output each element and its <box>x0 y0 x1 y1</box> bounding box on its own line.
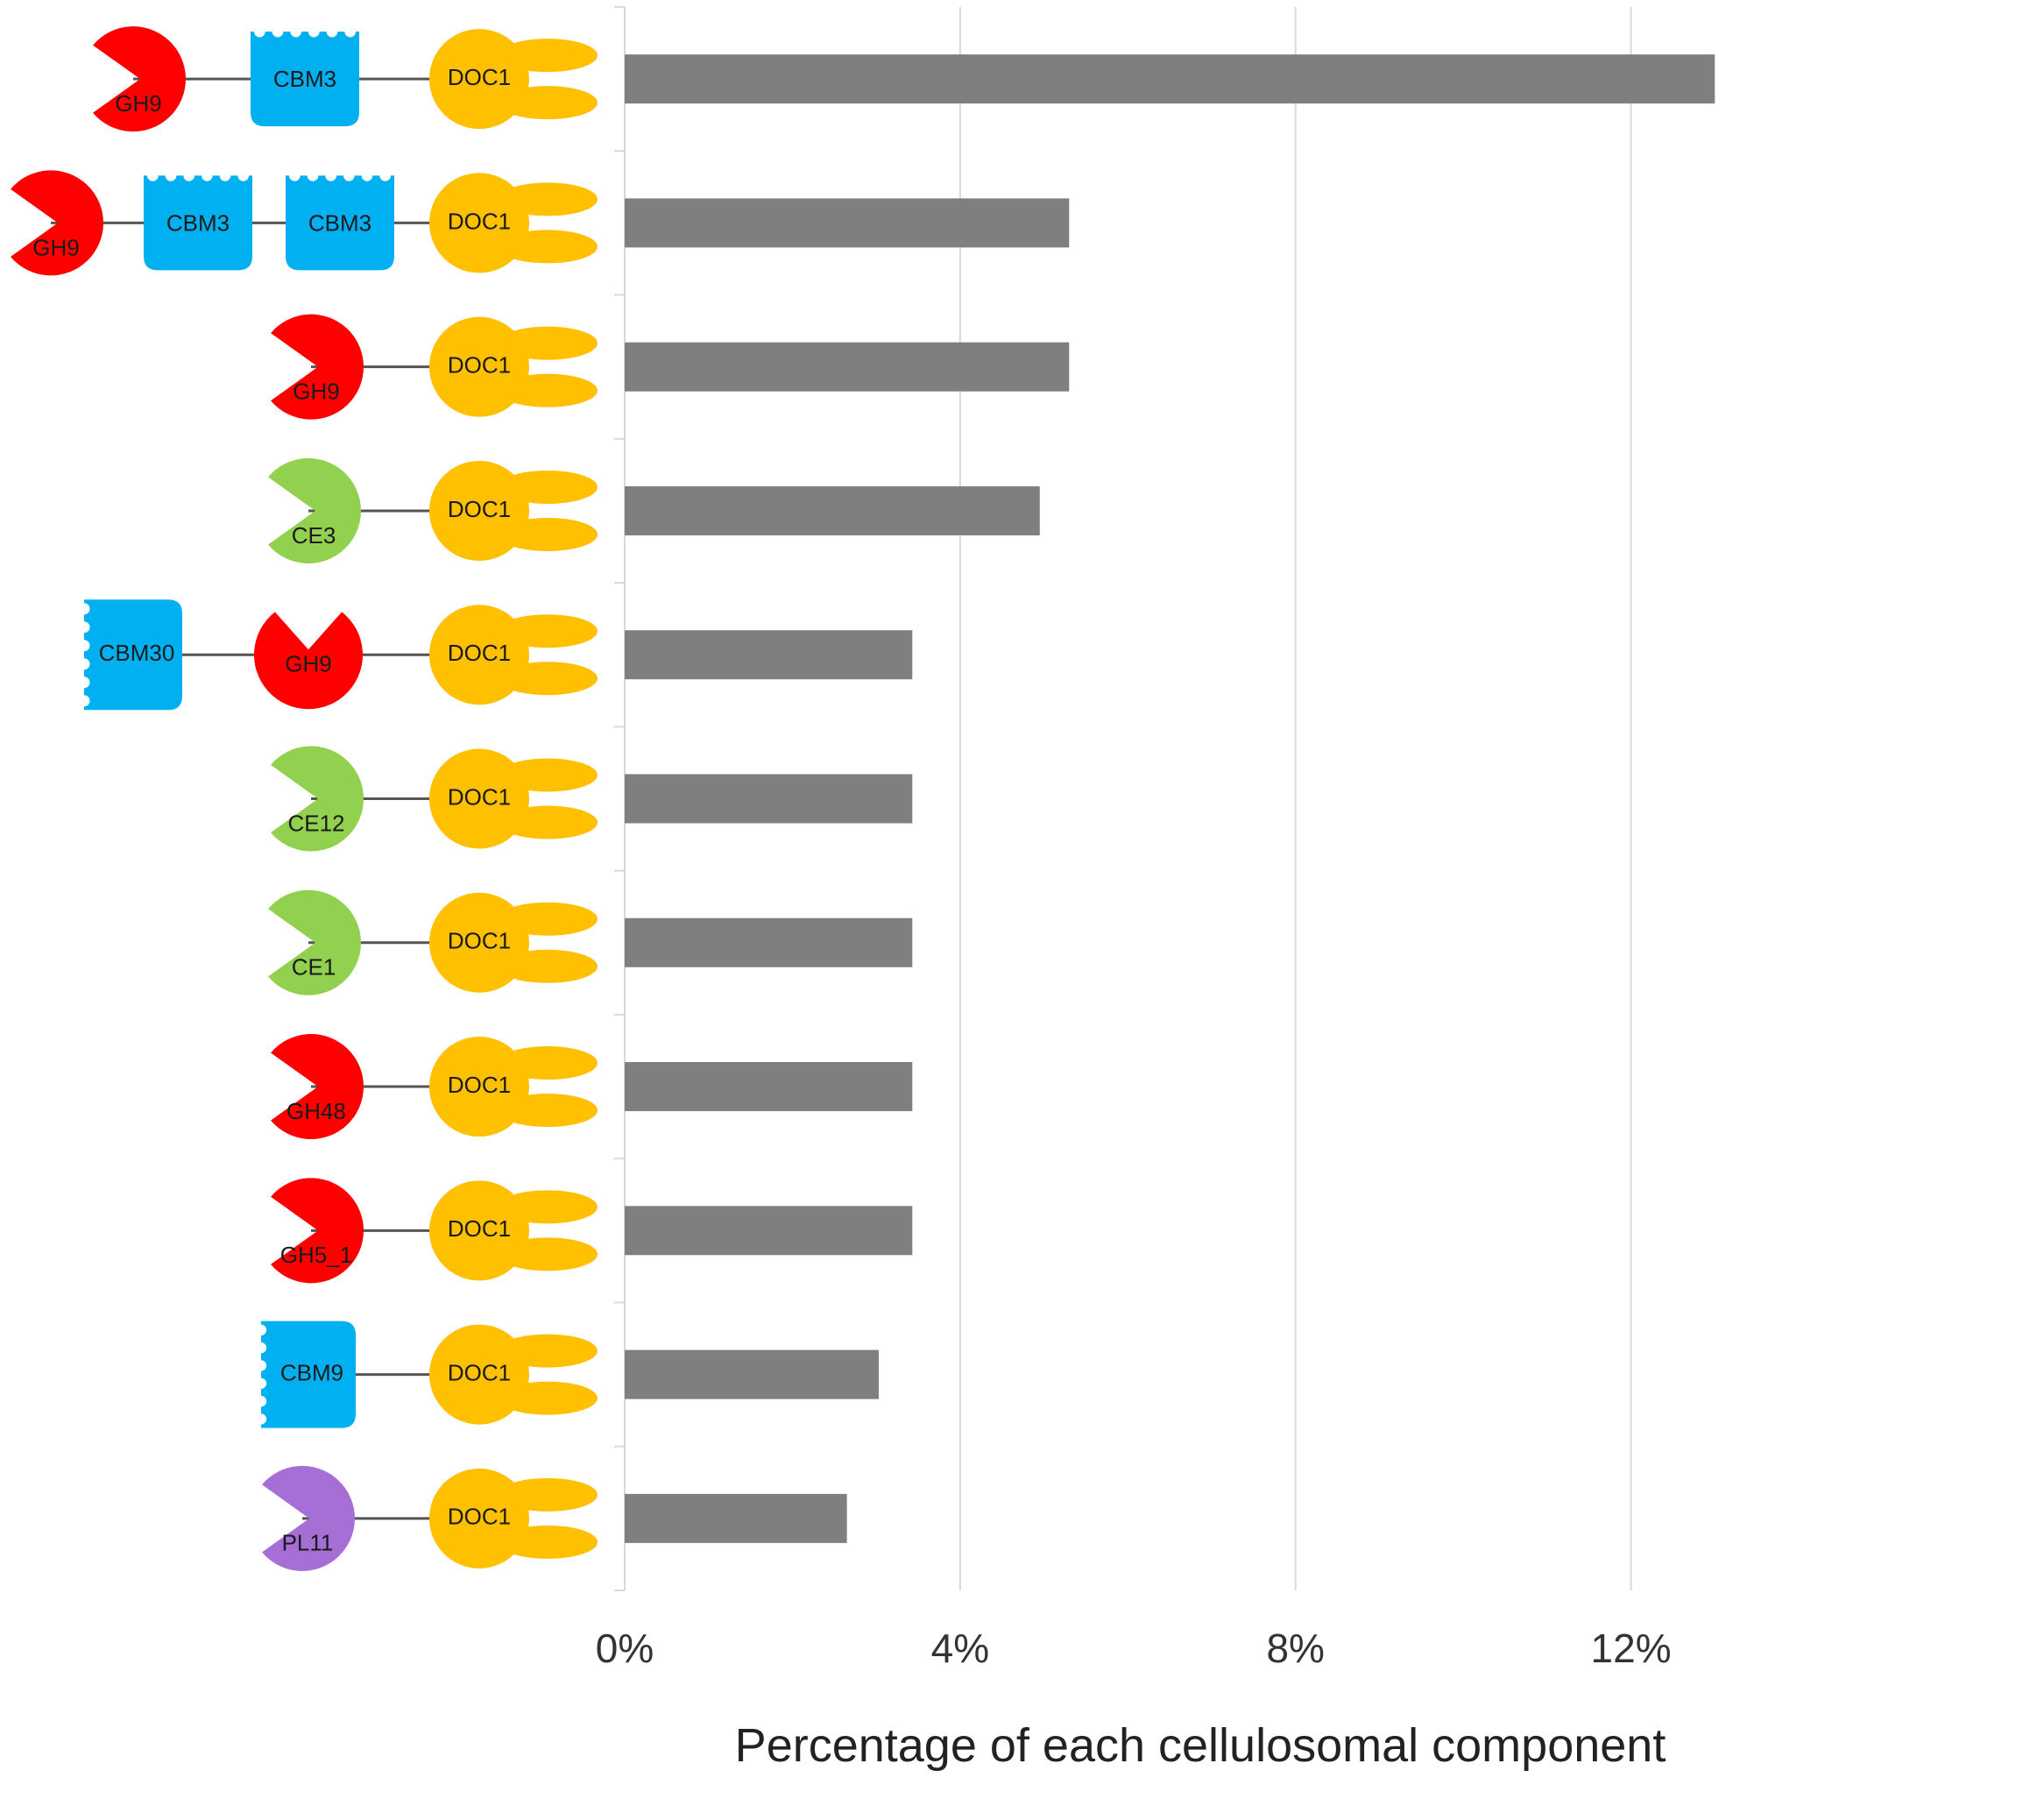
domain-label: GH9 <box>293 379 339 405</box>
domain-architecture-icons: GH9 CBM3 DOC1 GH9 CBM3 CBM3 DOC1 GH9 DOC1 CE3 DOC1… <box>11 26 598 1571</box>
dockerin-domain-shape <box>429 1324 529 1425</box>
bar <box>625 1062 913 1112</box>
x-tick-labels: 0% 4% 8% 12% <box>596 1625 1672 1671</box>
domain-label: CBM3 <box>166 209 230 236</box>
bars <box>625 54 1715 1543</box>
domain-label: DOC1 <box>448 1215 511 1242</box>
bar <box>625 1349 880 1399</box>
bar <box>625 1206 913 1256</box>
domain-label: CBM3 <box>308 209 371 236</box>
dockerin-domain-shape <box>429 1468 529 1569</box>
domain-label: DOC1 <box>448 352 511 379</box>
domain-label: CE12 <box>287 810 344 836</box>
row-architecture: CE1 DOC1 <box>268 889 598 995</box>
row-architecture: PL11 DOC1 <box>262 1465 598 1571</box>
row-architecture: GH48 DOC1 <box>271 1034 598 1140</box>
x-tick-label: 8% <box>1266 1625 1324 1671</box>
catalytic-domain-shape <box>254 612 363 710</box>
x-tick-label: 4% <box>931 1625 989 1671</box>
domain-label: CE1 <box>292 954 336 981</box>
row-architecture: GH9 CBM3 CBM3 DOC1 <box>11 170 598 276</box>
dockerin-domain-shape <box>429 460 529 561</box>
row-architecture: GH5_1 DOC1 <box>271 1178 598 1284</box>
row-architecture: CE12 DOC1 <box>271 746 598 852</box>
cbm-domain-shape <box>144 175 252 271</box>
domain-label: DOC1 <box>448 783 511 810</box>
bar <box>625 54 1715 104</box>
catalytic-domain-shape <box>271 1178 364 1284</box>
gridlines <box>958 7 1632 1590</box>
cbm-domain-shape <box>84 599 182 711</box>
x-tick-label: 0% <box>596 1625 654 1671</box>
domain-label: GH9 <box>285 651 331 677</box>
domain-label: DOC1 <box>448 208 511 234</box>
catalytic-domain-shape <box>262 1465 356 1571</box>
catalytic-domain-shape <box>11 170 103 276</box>
row-architecture: CBM30 GH9 DOC1 <box>84 599 598 711</box>
domain-label: GH9 <box>32 234 79 260</box>
domain-label: CBM30 <box>99 640 175 666</box>
bar <box>625 342 1070 392</box>
cbm-domain-shape <box>286 175 394 271</box>
dockerin-domain-shape <box>429 1180 529 1281</box>
domain-label: GH5_1 <box>280 1242 352 1268</box>
dockerin-domain-shape <box>429 316 529 417</box>
domain-label: CBM9 <box>280 1359 343 1385</box>
catalytic-domain-shape <box>268 457 361 563</box>
bar <box>625 630 913 680</box>
dockerin-domain-shape <box>429 748 529 849</box>
row-architecture: CBM9 DOC1 <box>261 1321 598 1428</box>
domain-label: GH9 <box>115 90 161 117</box>
domain-label: GH48 <box>286 1098 346 1124</box>
catalytic-domain-shape <box>93 26 186 132</box>
category-axis <box>614 6 626 1591</box>
row-architecture: GH9 CBM3 DOC1 <box>93 26 598 132</box>
row-architecture: CE3 DOC1 <box>268 457 598 563</box>
dockerin-domain-shape <box>429 173 529 273</box>
bar <box>625 917 913 967</box>
domain-label: DOC1 <box>448 640 511 666</box>
domain-label: PL11 <box>282 1530 334 1556</box>
cbm-domain-shape <box>261 1321 356 1428</box>
row-architecture: GH9 DOC1 <box>271 314 598 420</box>
bar <box>625 485 1040 535</box>
domain-label: CE3 <box>292 522 336 549</box>
dockerin-domain-shape <box>429 605 529 705</box>
x-tick-label: 12% <box>1591 1625 1672 1671</box>
catalytic-domain-shape <box>268 889 361 995</box>
domain-label: DOC1 <box>448 1072 511 1098</box>
catalytic-domain-shape <box>271 746 364 852</box>
dockerin-domain-shape <box>429 29 529 130</box>
catalytic-domain-shape <box>271 1034 364 1140</box>
x-axis-title: Percentage of each cellulosomal componen… <box>735 1719 1666 1772</box>
bar <box>625 198 1070 248</box>
dockerin-domain-shape <box>429 892 529 993</box>
domain-label: DOC1 <box>448 928 511 954</box>
cbm-domain-shape <box>251 32 359 127</box>
domain-label: DOC1 <box>448 496 511 522</box>
domain-label: CBM3 <box>273 66 336 92</box>
bar <box>625 1493 847 1543</box>
domain-label: DOC1 <box>448 1504 511 1530</box>
bar <box>625 774 913 824</box>
domain-label: DOC1 <box>448 64 511 90</box>
domain-label: DOC1 <box>448 1359 511 1385</box>
dockerin-domain-shape <box>429 1037 529 1137</box>
catalytic-domain-shape <box>271 314 364 420</box>
